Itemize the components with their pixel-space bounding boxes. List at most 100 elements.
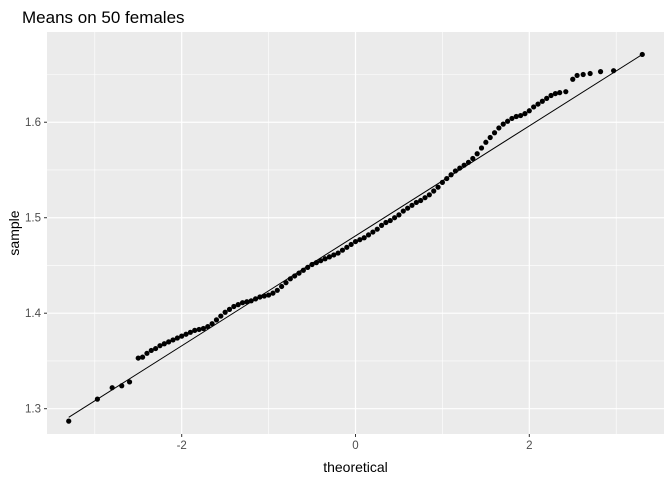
sample-point	[309, 261, 315, 268]
y-tick-label: 1.6	[25, 117, 41, 129]
sample-point	[610, 68, 617, 74]
sample-point	[580, 71, 586, 78]
sample-point	[357, 237, 363, 243]
sample-point	[139, 354, 146, 360]
sample-point	[119, 383, 125, 389]
sample-point	[374, 226, 380, 232]
sample-point	[261, 293, 267, 299]
sample-point	[235, 302, 241, 308]
sample-point	[535, 101, 541, 107]
sample-point	[439, 179, 446, 185]
sample-point	[361, 235, 367, 241]
sample-point	[292, 273, 298, 279]
sample-point	[179, 333, 185, 339]
sample-point	[279, 283, 285, 290]
sample-point	[539, 98, 545, 104]
sample-point	[148, 347, 154, 354]
sample-point	[109, 385, 115, 391]
sample-point	[218, 313, 224, 319]
sample-point	[270, 290, 276, 296]
sample-point	[222, 309, 228, 315]
sample-point	[405, 205, 411, 211]
sample-point	[144, 350, 150, 356]
sample-point	[413, 199, 419, 206]
sample-point	[126, 379, 133, 385]
sample-point	[166, 339, 172, 345]
sample-point	[461, 162, 467, 168]
sample-point	[326, 254, 333, 260]
y-tick-label: 1.5	[25, 213, 41, 225]
sample-point	[500, 121, 506, 127]
sample-point	[153, 345, 159, 352]
sample-point	[544, 95, 550, 101]
sample-point	[94, 396, 101, 402]
sample-point	[587, 70, 593, 77]
y-axis-title: sample	[6, 210, 22, 255]
sample-point	[383, 219, 389, 226]
sample-point	[496, 125, 502, 131]
sample-point	[226, 306, 233, 312]
sample-point	[597, 69, 604, 75]
sample-point	[231, 303, 237, 310]
sample-point	[444, 175, 450, 182]
chart-title: Means on 50 females	[22, 8, 185, 27]
sample-point	[187, 329, 193, 335]
sample-point	[400, 208, 406, 214]
sample-point	[409, 202, 415, 208]
sample-point	[509, 115, 515, 122]
sample-point	[335, 250, 341, 256]
reference-line	[68, 54, 643, 418]
sample-point	[396, 212, 402, 218]
sample-point	[552, 90, 558, 97]
sample-point	[504, 118, 511, 124]
sample-point	[192, 327, 198, 333]
sample-point	[339, 247, 346, 253]
sample-point	[387, 217, 393, 224]
sample-point	[487, 134, 493, 141]
sample-point	[322, 256, 328, 262]
sample-point	[478, 145, 485, 151]
sample-point	[352, 238, 359, 245]
sample-point	[257, 294, 263, 300]
sample-point	[513, 113, 519, 120]
sample-point	[452, 168, 459, 174]
sample-point	[483, 139, 489, 145]
sample-point	[244, 299, 250, 305]
sample-point	[491, 130, 498, 136]
x-tick-label: -2	[177, 440, 187, 452]
sample-point	[457, 165, 463, 171]
sample-point	[344, 244, 350, 250]
sample-point	[431, 188, 437, 194]
sample-point	[135, 355, 141, 361]
sample-point	[252, 296, 259, 302]
sample-point	[200, 325, 207, 332]
sample-point	[574, 72, 580, 79]
sample-point	[296, 270, 302, 276]
sample-point	[474, 151, 480, 157]
sample-point	[283, 280, 289, 286]
sample-point	[531, 104, 537, 110]
sample-point	[465, 159, 472, 165]
sample-point	[196, 326, 202, 333]
sample-point	[392, 215, 398, 221]
sample-point	[209, 321, 215, 327]
sample-point	[526, 108, 532, 114]
sample-point	[183, 331, 189, 337]
y-tick-label: 1.3	[25, 404, 41, 416]
sample-point	[287, 276, 293, 282]
sample-point	[157, 343, 163, 349]
sample-point	[570, 76, 576, 82]
sample-point	[448, 172, 454, 178]
sample-point	[318, 258, 324, 264]
sample-point	[418, 197, 424, 204]
sample-point	[563, 89, 569, 95]
sample-point	[205, 323, 211, 330]
sample-point	[305, 264, 311, 270]
sample-point	[174, 335, 180, 341]
sample-point	[248, 298, 254, 304]
sample-point	[378, 222, 385, 228]
sample-point	[370, 229, 376, 235]
x-tick-label: 2	[526, 440, 532, 452]
sample-point	[265, 292, 272, 298]
gridlines	[47, 32, 664, 434]
